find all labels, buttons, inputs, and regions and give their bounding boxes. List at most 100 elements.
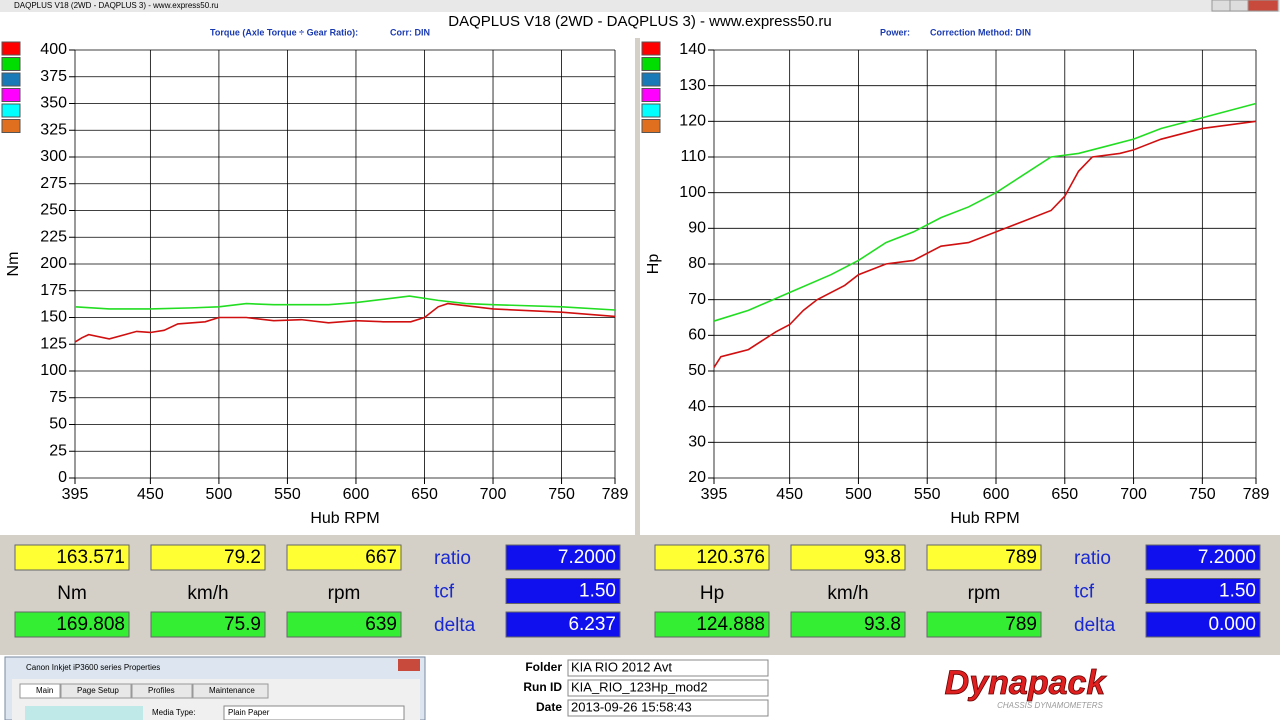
param-box [505, 544, 621, 571]
y-tick-label: 300 [40, 148, 67, 165]
y-tick-label: 225 [40, 228, 67, 245]
field-value: KIA RIO 2012 Avt [571, 659, 672, 674]
legend-swatch[interactable] [641, 103, 661, 118]
y-axis-label: Nm [5, 252, 22, 277]
y-tick-label: 350 [40, 95, 67, 112]
y-tick-label: 200 [40, 255, 67, 272]
y-tick-label: 40 [688, 398, 706, 415]
x-tick-label: 600 [343, 486, 370, 503]
chart-header: Torque (Axle Torque ÷ Gear Ratio): [210, 27, 358, 37]
x-tick-label: 750 [548, 486, 575, 503]
y-tick-label: 175 [40, 282, 67, 299]
data-line [713, 120, 1257, 368]
legend-swatch[interactable] [641, 119, 661, 133]
title-bar [0, 0, 1280, 12]
y-tick-label: 150 [40, 309, 67, 326]
readout-unit: Hp [700, 583, 724, 604]
param-label: ratio [1074, 548, 1111, 569]
x-tick-label: 550 [914, 486, 941, 503]
y-tick-label: 110 [680, 148, 706, 165]
readout-value: 789 [1005, 547, 1037, 568]
readout-box [926, 544, 1042, 571]
param-value: 0.000 [1208, 614, 1256, 635]
param-value: 1.50 [579, 581, 616, 602]
y-tick-label: 50 [688, 362, 706, 379]
legend-swatch[interactable] [1, 41, 21, 56]
param-box [1145, 544, 1261, 571]
chart-panel [640, 38, 1280, 535]
readout-box [286, 611, 402, 638]
readout-box [14, 611, 130, 638]
legend-swatch[interactable] [641, 88, 661, 102]
readout-unit: rpm [968, 583, 1001, 604]
readout-value: 169.808 [56, 614, 125, 635]
param-box [505, 578, 621, 604]
y-tick-label: 100 [40, 362, 67, 379]
window-title: DAQPLUS V18 (2WD - DAQPLUS 3) - www.expr… [14, 1, 219, 10]
x-tick-label: 750 [1189, 486, 1216, 503]
param-box [1145, 611, 1261, 638]
readout-value: 120.376 [696, 547, 765, 568]
chart-header: Power: [880, 27, 910, 37]
header-bar [0, 12, 1280, 38]
y-axis-label: Hp [645, 254, 662, 275]
legend-swatch[interactable] [1, 57, 21, 71]
param-value: 7.2000 [558, 547, 616, 568]
dialog-title: Canon Inkjet iP3600 series Properties [26, 663, 160, 672]
legend-swatch[interactable] [1, 103, 21, 118]
chart-panel [0, 38, 635, 535]
y-tick-label: 75 [49, 389, 67, 406]
y-tick-label: 130 [679, 77, 706, 94]
legend-swatch[interactable] [1, 119, 21, 133]
x-tick-label: 789 [602, 486, 629, 503]
data-line [713, 102, 1257, 322]
readout-box [286, 544, 402, 571]
dialog-tab[interactable] [19, 683, 61, 699]
param-value: 1.50 [1219, 581, 1256, 602]
y-tick-label: 100 [679, 184, 706, 201]
x-tick-label: 500 [845, 486, 872, 503]
chart-header: Corr: DIN [390, 27, 430, 37]
dialog-tab-label: Maintenance [209, 686, 255, 695]
readout-value: 639 [365, 614, 397, 635]
dialog-tab-label: Page Setup [77, 686, 119, 695]
x-tick-label: 395 [701, 486, 728, 503]
chart-header: Correction Method: DIN [930, 27, 1031, 37]
maximize-button[interactable] [1229, 0, 1249, 12]
readout-unit: km/h [827, 583, 868, 604]
x-tick-label: 395 [62, 486, 89, 503]
readout-value: 75.9 [224, 614, 261, 635]
legend-swatch[interactable] [641, 57, 661, 71]
y-tick-label: 20 [688, 469, 706, 486]
dialog-field-value: Plain Paper [228, 708, 270, 717]
y-tick-label: 30 [688, 434, 706, 451]
y-tick-label: 60 [688, 327, 706, 344]
param-label: tcf [434, 582, 455, 603]
field-box [567, 699, 769, 717]
readout-value: 124.888 [696, 614, 765, 635]
readout-box [926, 611, 1042, 638]
field-label: Date [536, 700, 562, 714]
legend-swatch[interactable] [641, 41, 661, 56]
minimize-button[interactable] [1211, 0, 1231, 12]
dialog-tab[interactable] [192, 683, 269, 699]
readout-value: 163.571 [56, 547, 125, 568]
y-tick-label: 120 [679, 113, 706, 130]
field-value: 2013-09-26 15:58:43 [571, 699, 692, 714]
close-button[interactable] [1247, 0, 1279, 12]
y-tick-label: 0 [58, 469, 67, 486]
logo-subtitle: CHASSIS DYNAMOMETERS [997, 701, 1103, 710]
dialog-tab[interactable] [60, 683, 132, 699]
dialog-tab[interactable] [131, 683, 193, 699]
readout-unit: rpm [328, 583, 361, 604]
legend-swatch[interactable] [641, 72, 661, 87]
readout-box [150, 544, 266, 571]
dialog-close[interactable] [398, 659, 420, 671]
y-tick-label: 140 [679, 41, 706, 58]
y-tick-label: 375 [40, 68, 67, 85]
field-label: Run ID [523, 680, 562, 694]
legend-swatch[interactable] [1, 72, 21, 87]
legend-swatch[interactable] [1, 88, 21, 102]
